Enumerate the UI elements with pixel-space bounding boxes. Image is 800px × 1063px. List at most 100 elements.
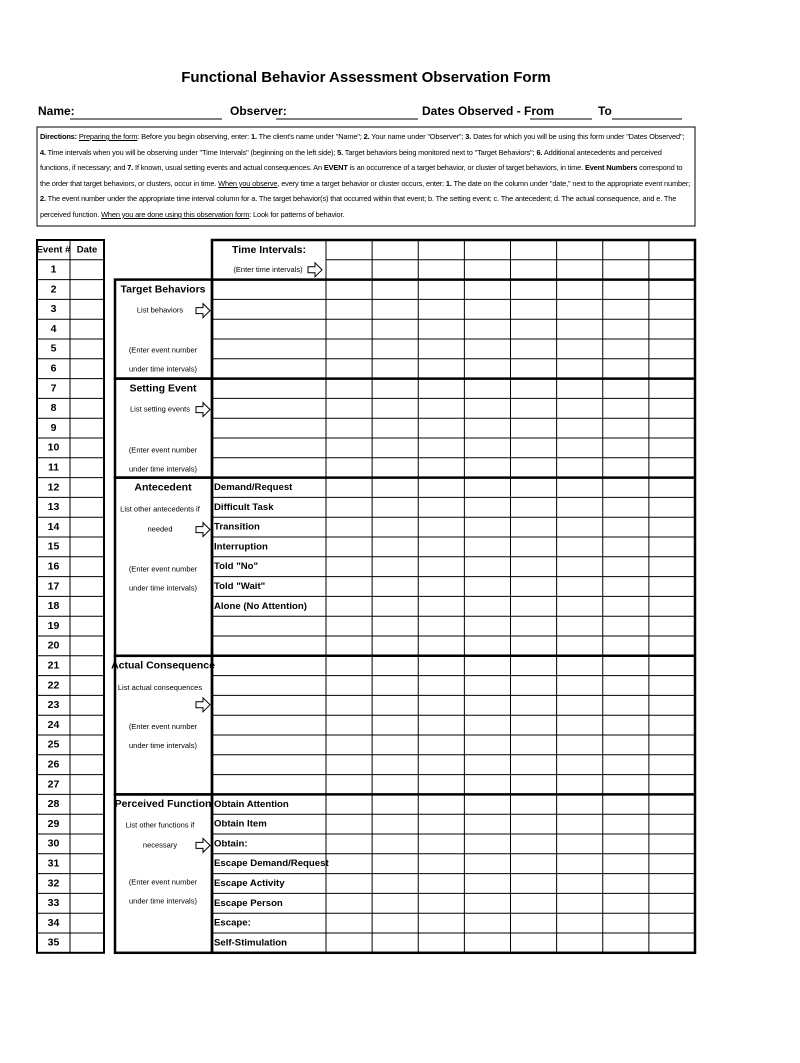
event-number: 2: [51, 283, 57, 295]
field-label: Name:: [38, 104, 75, 118]
event-number: 13: [48, 501, 60, 513]
directions-segment: 5.: [337, 147, 344, 157]
event-number: 29: [48, 818, 60, 830]
item-label: Alone (No Attention): [214, 601, 307, 612]
event-number: 24: [48, 719, 60, 731]
event-number: 28: [48, 798, 60, 810]
section-title: Antecedent: [134, 481, 192, 493]
event-number: 14: [48, 521, 60, 533]
event-number: 31: [48, 857, 60, 869]
event-number: 9: [51, 422, 57, 434]
event-number: 25: [48, 739, 60, 751]
event-number: 7: [51, 382, 57, 394]
event-number: 10: [48, 442, 60, 454]
event-number: 30: [48, 838, 60, 850]
arrow: [195, 696, 211, 714]
directions-segment: Your name under "Observer";: [369, 132, 466, 141]
item-label: Escape:: [214, 918, 251, 929]
section-hint: needed: [147, 525, 172, 534]
section-title: Perceived Function: [115, 798, 212, 810]
directions-segment: : Look for patterns of behavior.: [249, 209, 345, 219]
field-label: Dates Observed - From: [422, 104, 554, 118]
directions-segment: If known, usual setting events and actua…: [133, 163, 324, 173]
item-label: Obtain:: [214, 838, 248, 849]
arrow: [195, 401, 211, 418]
directions-segment: Target behaviors being monitored next to…: [343, 147, 537, 157]
event-number: 27: [48, 778, 60, 790]
field-label: Observer:: [230, 104, 287, 118]
item-label: Self-Stimulation: [214, 937, 287, 948]
arrow: [307, 261, 323, 279]
directions-segment: Time intervals when you will be observin…: [45, 147, 338, 157]
item-label: Escape Person: [214, 898, 283, 909]
item-label: Told "No": [214, 561, 258, 572]
directions-segment: When you are done using this observation…: [101, 209, 250, 219]
directions-segment: 2.: [363, 132, 370, 141]
directions-segment: 2.: [40, 194, 46, 204]
event-number: 11: [48, 461, 59, 473]
arrow: [195, 837, 211, 854]
grid: Event # Date12345678910111213141516171819…: [36, 238, 697, 955]
event-number: 6: [51, 362, 57, 374]
section-hint: List setting events: [130, 405, 190, 414]
item-label: Escape Demand/Request: [214, 858, 329, 869]
directions-segment: The event number under the appropriate t…: [40, 194, 677, 219]
event-number: 16: [48, 560, 60, 572]
directions-box: [36, 126, 696, 227]
item-label: Difficult Task: [214, 502, 274, 513]
section-box: [113, 793, 214, 955]
event-number: 22: [48, 679, 60, 691]
section-note: under time intervals): [129, 584, 197, 593]
section-title: Setting Event: [129, 382, 197, 394]
directions-segment: 4.: [40, 147, 46, 157]
directions-segment: correspond to the order that target beha…: [40, 163, 683, 188]
directions-text: Directions: Preparing the form: Before y…: [37, 127, 695, 225]
section-note: (Enter event number: [129, 346, 198, 355]
section-title: Target Behaviors: [121, 283, 206, 295]
directions-segment: is an occurrence of a target behavior, o…: [347, 163, 585, 173]
event-number: 17: [48, 580, 60, 592]
directions-segment: The date on the column under "date," nex…: [451, 178, 691, 188]
section-note: (Enter event number: [129, 446, 198, 455]
event-number: 26: [48, 758, 60, 770]
time-intervals-label: Time Intervals:: [232, 244, 306, 256]
directions-segment: Dates for which you will be using this f…: [471, 132, 685, 141]
event-number: 3: [51, 303, 57, 315]
event-number: 20: [48, 640, 60, 652]
section-hint: necessary: [143, 840, 177, 849]
event-number: 19: [48, 620, 60, 632]
section-note: under time intervals): [129, 365, 197, 374]
title: Functional Behavior Assessment Observati…: [181, 69, 551, 86]
directions-segment: The client's name under "Name";: [256, 132, 364, 141]
directions-segment: 3.: [465, 132, 472, 141]
event-number: 32: [48, 877, 60, 889]
directions: Directions: Preparing the form: Before y…: [37, 127, 695, 225]
section-note: (Enter event number: [129, 565, 198, 574]
event-number: 12: [48, 481, 60, 493]
section-hint: List behaviors: [137, 306, 184, 315]
directions-segment: 1.: [445, 178, 452, 188]
section-hint: List actual consequences: [118, 683, 202, 692]
item-label: Interruption: [214, 541, 268, 552]
directions-segment: 7.: [127, 163, 134, 173]
directions-segment: Preparing the form: [78, 132, 138, 141]
arrow: [195, 521, 211, 538]
event-number: 8: [51, 402, 57, 414]
directions-segment: EVENT: [323, 163, 348, 173]
directions-segment: 6.: [536, 147, 543, 157]
directions-segment: 1.: [250, 132, 257, 141]
section-note: under time intervals): [129, 465, 197, 474]
event-number: 18: [48, 600, 60, 612]
item-label: Obtain Attention: [214, 799, 289, 810]
item-label: Told "Wait": [214, 581, 265, 592]
directions-segment: : Before you begin observing, enter:: [137, 132, 251, 141]
item-label: Obtain Item: [214, 819, 267, 830]
section-hint: List other antecedents if: [120, 505, 201, 514]
section-hint: List other functions if: [126, 820, 196, 829]
arrow: [195, 302, 211, 319]
time-intervals-hint: (Enter time intervals): [233, 265, 303, 274]
event-number: 33: [48, 897, 60, 909]
directions-segment: Directions:: [40, 132, 77, 141]
section-note: under time intervals): [129, 896, 197, 905]
